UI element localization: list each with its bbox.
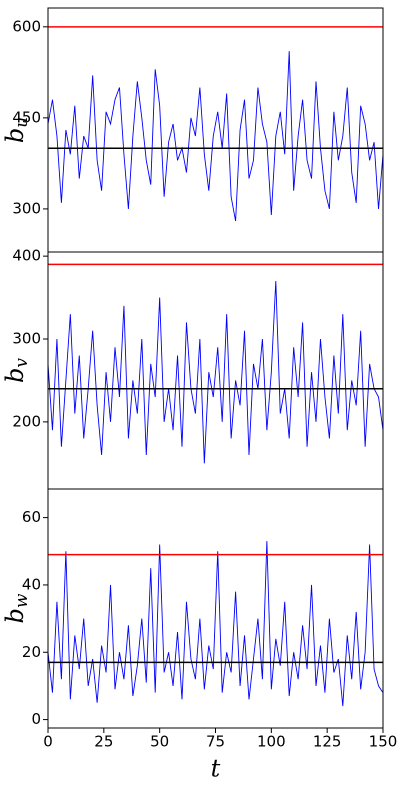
y-tick-label: 450 — [12, 108, 41, 126]
y-tick-label: 300 — [12, 330, 41, 348]
y-label-subscript: w — [12, 593, 32, 608]
y-label-subscript: u — [12, 117, 32, 128]
y-tick-label: 400 — [12, 247, 41, 265]
y-axis-label: bv — [1, 358, 32, 383]
series-line — [47, 541, 384, 707]
y-label-base: b — [1, 368, 29, 383]
y-tick-label: 20 — [22, 643, 41, 661]
x-tick-label: 50 — [150, 733, 169, 751]
y-tick-label: 600 — [12, 17, 41, 35]
y-tick-label: 40 — [22, 575, 41, 593]
y-label-base: b — [1, 128, 29, 143]
y-tick-label: 200 — [12, 412, 41, 430]
series-line — [47, 51, 384, 222]
x-axis-label: t — [211, 755, 221, 783]
y-label-base: b — [1, 608, 29, 623]
x-tick-label: 100 — [257, 733, 286, 751]
y-axis-label: bu — [1, 117, 32, 143]
x-tick-label: 25 — [94, 733, 113, 751]
y-label-subscript: v — [12, 358, 32, 368]
x-tick-label: 0 — [43, 733, 53, 751]
x-tick-label: 150 — [369, 733, 398, 751]
series-line — [47, 280, 384, 464]
y-tick-label: 60 — [22, 508, 41, 526]
y-tick-label: 0 — [31, 710, 41, 728]
y-tick-label: 300 — [12, 199, 41, 217]
x-tick-label: 75 — [206, 733, 225, 751]
x-tick-label: 125 — [313, 733, 342, 751]
y-axis-label: bw — [1, 593, 32, 623]
